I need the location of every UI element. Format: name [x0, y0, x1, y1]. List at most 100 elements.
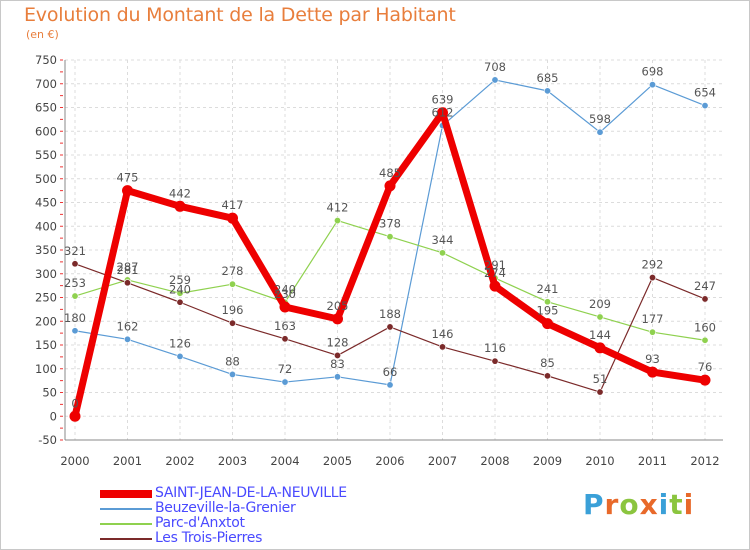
series-point-0: [227, 212, 238, 224]
data-label-1: 180: [64, 311, 86, 325]
x-tick-label: 2010: [585, 454, 614, 468]
series-point-0: [122, 185, 133, 197]
data-label-0: 195: [537, 304, 559, 318]
series-point-1: [71, 327, 79, 335]
y-tick-label: 450: [35, 196, 57, 210]
data-label-0: 144: [589, 328, 611, 342]
x-tick-label: 2012: [690, 454, 719, 468]
series-point-1: [701, 102, 709, 110]
series-point-2: [176, 289, 184, 297]
data-label-2: 287: [117, 260, 139, 274]
series-point-2: [333, 217, 341, 225]
logo-letter: t: [669, 488, 684, 521]
series-point-2: [648, 328, 656, 336]
x-tick-label: 2001: [113, 454, 142, 468]
data-label-3: 196: [222, 303, 244, 317]
data-label-0: 0: [71, 396, 78, 410]
data-label-2: 253: [64, 276, 86, 290]
series-point-3: [281, 335, 289, 343]
logo-letter: r: [604, 488, 620, 521]
data-label-2: 291: [484, 258, 506, 272]
data-label-1: 598: [589, 112, 611, 126]
y-tick-label: 500: [35, 172, 57, 186]
x-tick-label: 2011: [638, 454, 667, 468]
data-label-2: 278: [222, 264, 244, 278]
data-label-3: 116: [484, 341, 506, 355]
logo-letter: o: [619, 488, 640, 521]
data-label-0: 230: [274, 287, 296, 301]
data-label-0: 417: [222, 198, 244, 212]
series-point-3: [491, 357, 499, 365]
x-tick-label: 2004: [270, 454, 299, 468]
data-label-2: 344: [432, 233, 454, 247]
series-point-2: [701, 336, 709, 344]
legend-label: SAINT-JEAN-DE-LA-NEUVILLE: [155, 485, 347, 501]
data-label-3: 163: [274, 319, 296, 333]
data-label-1: 126: [169, 336, 191, 350]
series-point-0: [594, 342, 606, 354]
legend-swatch: [100, 508, 152, 510]
series-point-3: [543, 372, 551, 380]
y-tick-label: 650: [35, 101, 57, 115]
data-label-0: 442: [169, 186, 191, 200]
series-point-1: [281, 378, 289, 386]
y-tick-label: 550: [35, 148, 57, 162]
x-tick-label: 2009: [533, 454, 562, 468]
data-label-2: 378: [379, 217, 401, 231]
series-point-3: [229, 319, 237, 327]
series-point-1: [124, 335, 132, 343]
data-label-0: 93: [645, 352, 660, 366]
y-tick-label: 600: [35, 124, 57, 138]
legend-label: Beuzeville-la-Grenier: [155, 500, 296, 516]
data-label-3: 128: [327, 335, 349, 349]
data-label-0: 639: [432, 93, 454, 107]
series-point-1: [333, 373, 341, 381]
data-label-2: 241: [537, 282, 559, 296]
data-label-1: 685: [537, 71, 559, 85]
data-label-3: 85: [540, 356, 555, 370]
data-label-0: 485: [379, 166, 401, 180]
series-point-0: [699, 374, 711, 386]
series-point-0: [437, 107, 448, 119]
series-point-1: [176, 352, 184, 360]
y-tick-label: 200: [35, 314, 57, 328]
y-tick-label: 50: [42, 386, 57, 400]
series-point-2: [438, 249, 446, 257]
series-point-0: [279, 301, 291, 313]
y-tick-label: 300: [35, 267, 57, 281]
series-point-3: [71, 260, 79, 268]
x-tick-label: 2000: [60, 454, 89, 468]
series-point-0: [174, 200, 186, 212]
series-point-3: [596, 388, 604, 396]
series-point-2: [596, 313, 604, 321]
y-tick-label: 350: [35, 243, 57, 257]
x-tick-label: 2006: [375, 454, 404, 468]
legend-item: SAINT-JEAN-DE-LA-NEUVILLE: [100, 485, 500, 501]
data-label-3: 240: [169, 282, 191, 296]
x-tick-label: 2008: [480, 454, 509, 468]
data-label-2: 240: [274, 282, 296, 296]
data-label-0: 205: [327, 299, 349, 313]
data-label-3: 51: [593, 372, 608, 386]
data-label-2: 177: [642, 312, 664, 326]
y-tick-label: 700: [35, 77, 57, 91]
series-point-3: [333, 351, 341, 359]
data-label-0: 76: [698, 360, 713, 374]
data-label-1: 83: [330, 357, 345, 371]
data-label-1: 654: [694, 86, 716, 100]
data-label-1: 88: [225, 354, 240, 368]
series-point-2: [543, 298, 551, 306]
chart-legend: SAINT-JEAN-DE-LA-NEUVILLE Beuzeville-la-G…: [100, 485, 500, 546]
legend-item: Beuzeville-la-Grenier: [100, 500, 500, 516]
chart-title: Evolution du Montant de la Dette par Hab…: [24, 4, 456, 26]
y-tick-label: 100: [35, 362, 57, 376]
series-point-2: [386, 233, 394, 241]
data-label-1: 72: [278, 362, 293, 376]
data-label-2: 160: [694, 320, 716, 334]
series-point-3: [124, 279, 132, 287]
series-point-1: [229, 370, 237, 378]
series-point-2: [71, 292, 79, 300]
chart-unit-label: (en €): [26, 28, 59, 41]
y-tick-label: 150: [35, 338, 57, 352]
